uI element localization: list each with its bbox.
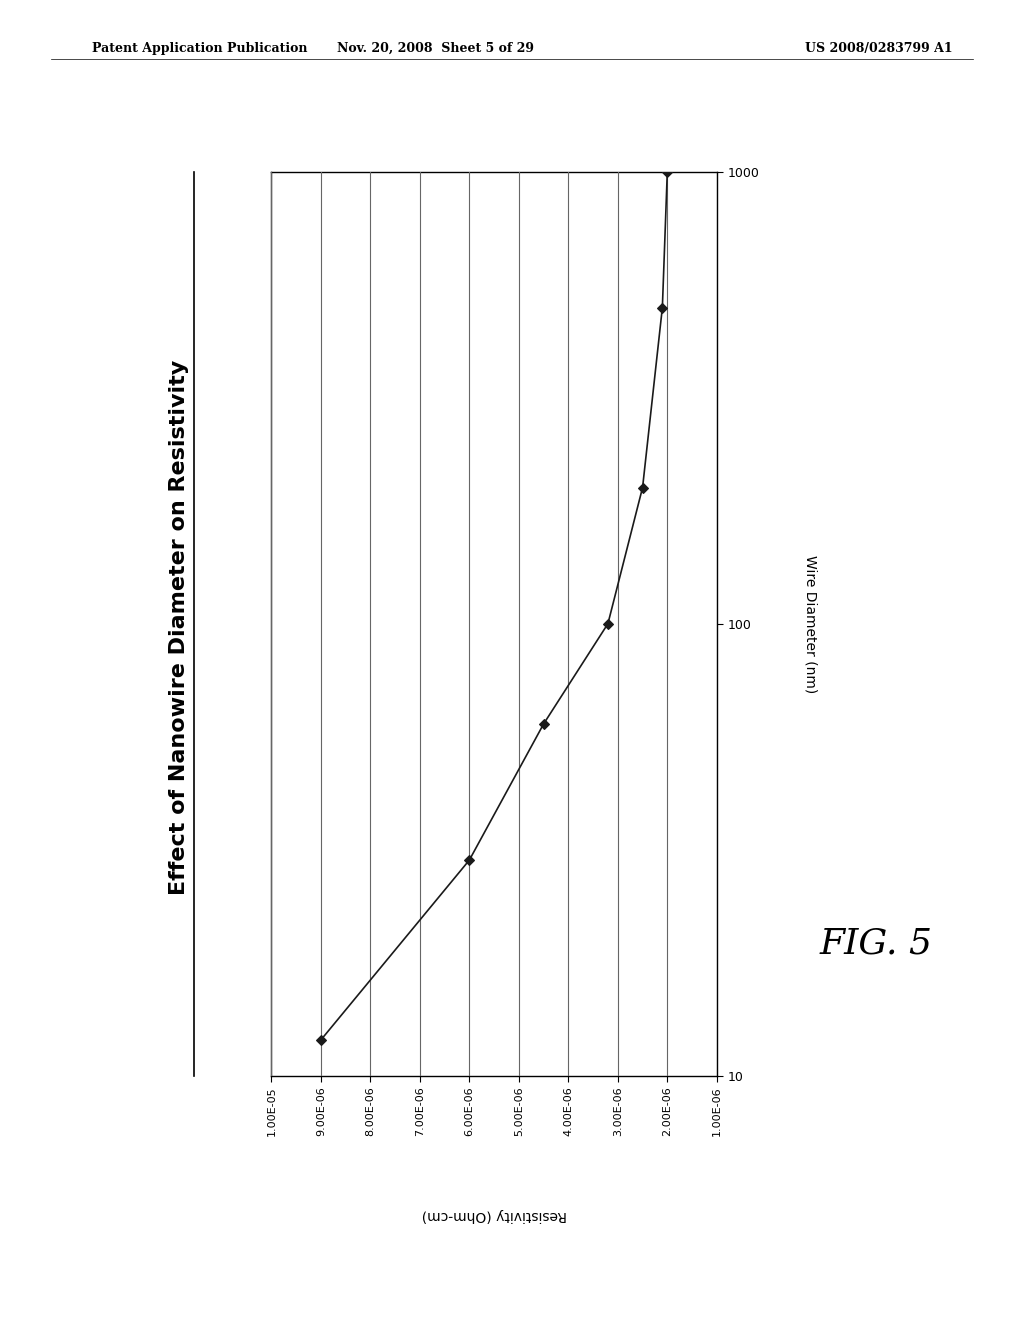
- Text: Effect of Nanowire Diameter on Resistivity: Effect of Nanowire Diameter on Resistivi…: [169, 359, 189, 895]
- Text: FIG. 5: FIG. 5: [819, 927, 932, 961]
- Text: Patent Application Publication: Patent Application Publication: [92, 42, 307, 55]
- Y-axis label: Wire Diameter (nm): Wire Diameter (nm): [804, 554, 817, 693]
- Text: Nov. 20, 2008  Sheet 5 of 29: Nov. 20, 2008 Sheet 5 of 29: [337, 42, 534, 55]
- X-axis label: Resistivity (Ohm-cm): Resistivity (Ohm-cm): [422, 1208, 566, 1222]
- Text: US 2008/0283799 A1: US 2008/0283799 A1: [805, 42, 952, 55]
